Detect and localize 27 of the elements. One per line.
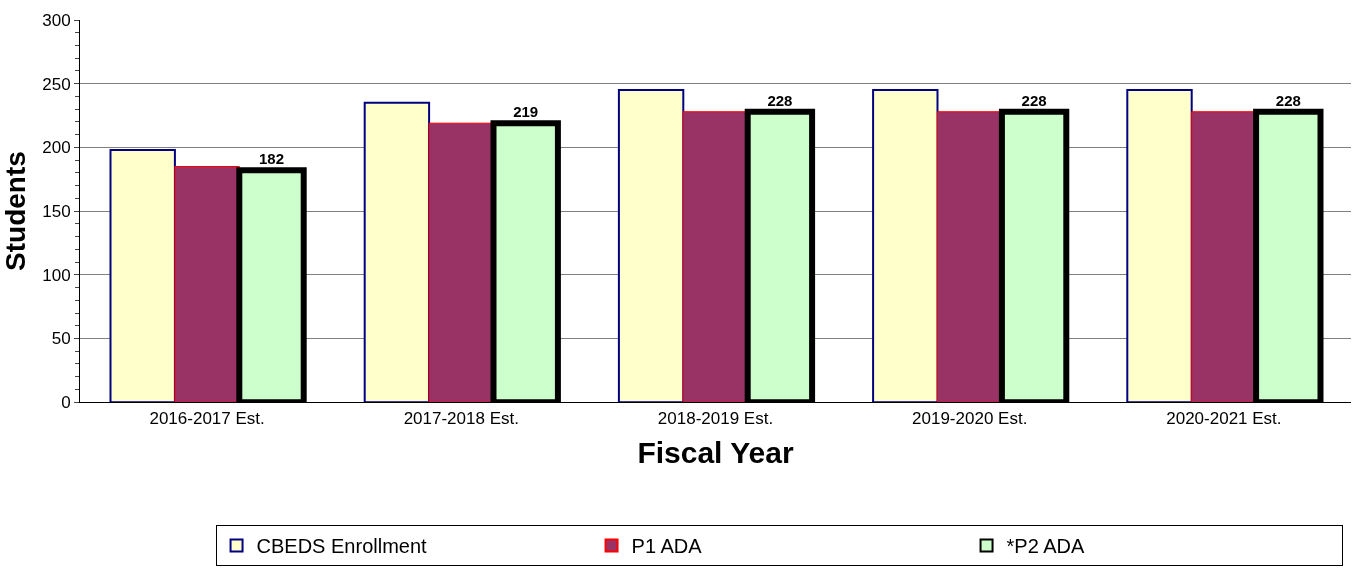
x-tick-label: 2016-2017 Est. bbox=[149, 408, 265, 428]
x-tick-label: 2018-2019 Est. bbox=[657, 408, 774, 428]
legend-label: *P2 ADA bbox=[1006, 535, 1086, 558]
bar bbox=[109, 148, 176, 403]
bar bbox=[872, 89, 939, 403]
x-tick-label: 2020-2021 Est. bbox=[1166, 408, 1282, 428]
legend-label: P1 ADA bbox=[631, 535, 703, 558]
y-tick-label: 0 bbox=[61, 393, 71, 413]
x-tick-label: 2017-2018 Est. bbox=[403, 408, 519, 428]
y-tick-label: 250 bbox=[42, 74, 71, 94]
bar bbox=[1126, 89, 1193, 403]
y-tick-label: 150 bbox=[42, 202, 71, 222]
y-axis-title: Students bbox=[0, 151, 31, 271]
x-axis-title: Fiscal Year bbox=[637, 436, 794, 470]
data-label: 182 bbox=[258, 150, 285, 168]
data-label: 228 bbox=[767, 91, 793, 109]
y-tick-label: 100 bbox=[42, 265, 71, 285]
x-tick-label: 2019-2020 Est. bbox=[912, 408, 1028, 428]
data-label: 228 bbox=[1275, 91, 1301, 109]
y-tick-label: 300 bbox=[42, 10, 71, 30]
data-label: 219 bbox=[513, 103, 539, 121]
y-tick-label: 50 bbox=[51, 329, 71, 349]
data-label: 228 bbox=[1021, 91, 1047, 109]
legend-label: CBEDS Enrollment bbox=[256, 535, 428, 558]
bar bbox=[617, 89, 685, 403]
bar bbox=[363, 101, 431, 403]
y-tick-label: 200 bbox=[42, 138, 71, 158]
